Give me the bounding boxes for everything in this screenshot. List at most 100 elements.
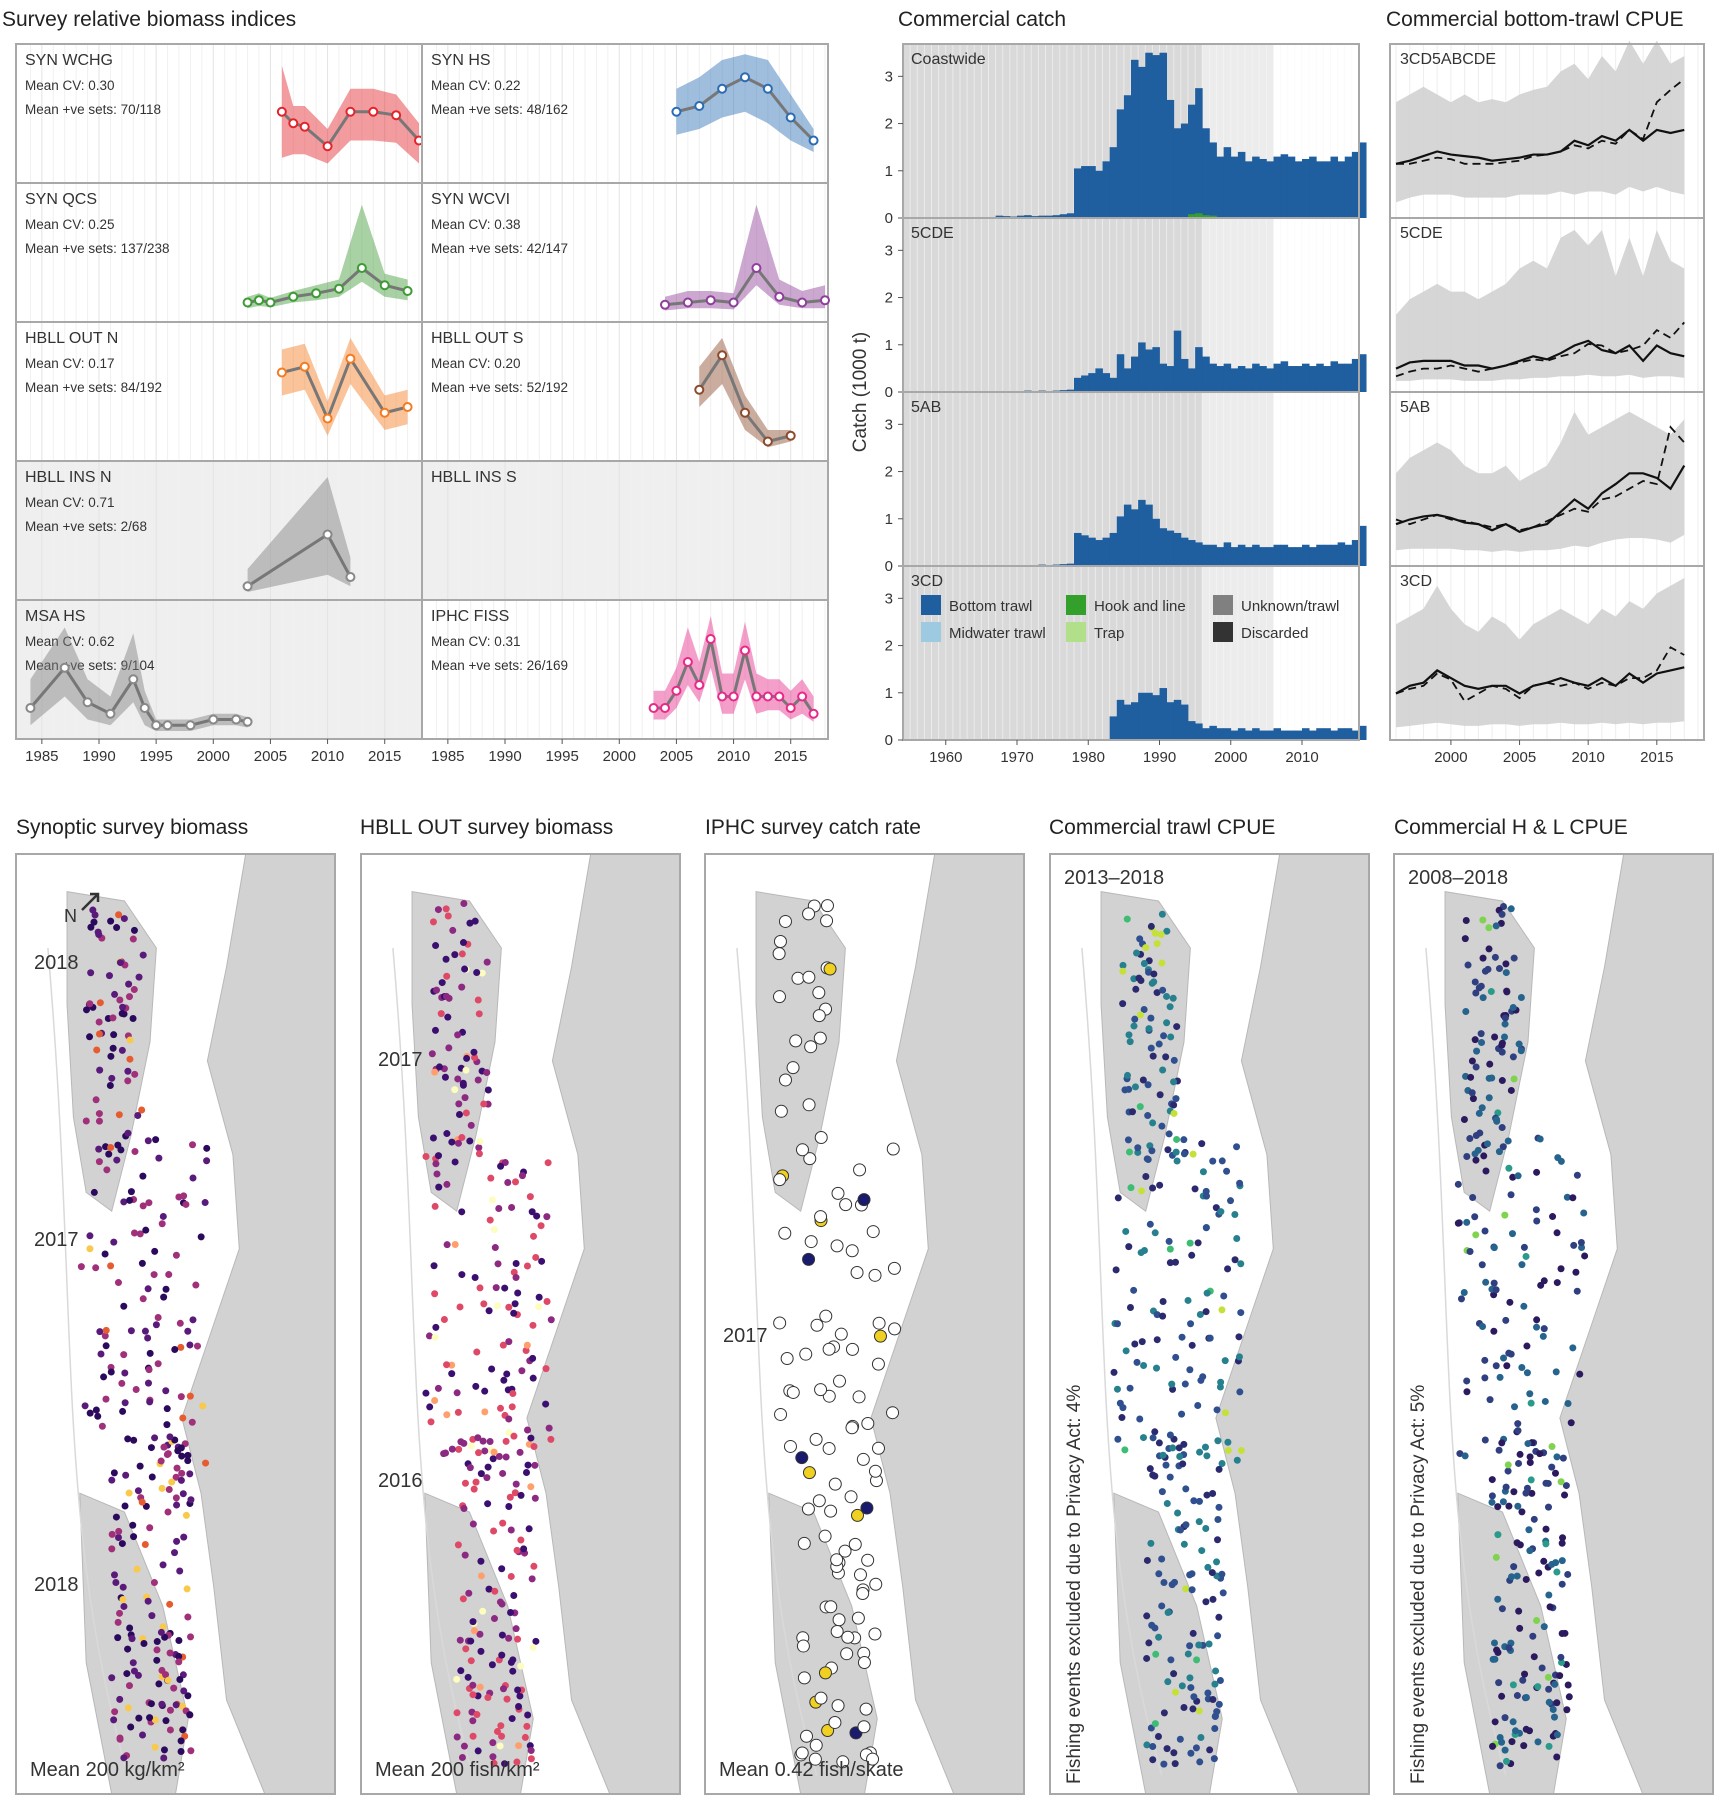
map-dot — [1572, 1268, 1580, 1276]
map-dot — [1149, 1052, 1157, 1060]
map-dot — [1196, 1758, 1204, 1766]
map-dot — [1526, 1547, 1534, 1555]
map-dot — [486, 1689, 494, 1697]
index-point — [128, 674, 139, 685]
map-dot — [1203, 1452, 1211, 1460]
cpue-panel-frame — [1389, 565, 1705, 741]
bar-bottom-trawl — [1359, 725, 1367, 740]
map-dot — [98, 1029, 106, 1037]
bar-bottom-trawl — [1109, 377, 1118, 392]
bar-bottom-trawl — [1323, 161, 1331, 218]
map-dot — [1144, 1156, 1152, 1164]
map-panel-4 — [1049, 853, 1370, 1795]
map-dot — [1472, 1132, 1480, 1140]
map-dot — [488, 1196, 496, 1204]
map-dot — [139, 1295, 147, 1303]
map-dot — [772, 990, 786, 1004]
survey-cv: Mean CV: 0.71 — [25, 495, 115, 510]
map-dot — [1473, 1047, 1481, 1055]
survey-sets: Mean +ve sets: 42/147 — [431, 241, 568, 256]
map-dot — [802, 1252, 816, 1266]
bar-bottom-trawl — [1066, 563, 1075, 566]
map-dot — [1497, 919, 1505, 927]
map-dot — [1202, 1187, 1210, 1195]
x-tick-label: 2000 — [1214, 749, 1247, 766]
index-point — [762, 83, 773, 94]
index-point — [208, 714, 219, 725]
map-dot — [173, 1537, 181, 1545]
map-dot — [488, 1661, 496, 1669]
bar-bottom-trawl — [1195, 88, 1203, 218]
map-dot — [1475, 984, 1483, 992]
map-dot — [433, 1170, 441, 1178]
bar-bottom-trawl — [1152, 55, 1160, 219]
map-dot — [460, 1505, 468, 1513]
map-dot — [473, 1348, 481, 1356]
map-dot — [182, 1200, 190, 1208]
map-dot — [1549, 1213, 1557, 1221]
map-dot — [125, 1682, 133, 1690]
bar-bottom-trawl — [1309, 156, 1317, 218]
map-dot — [89, 1003, 97, 1011]
bar-bottom-trawl — [1152, 347, 1160, 392]
map-dot — [1180, 1704, 1188, 1712]
map-dot — [470, 1485, 478, 1493]
map-dot — [510, 1309, 518, 1317]
map-dot — [1561, 1629, 1569, 1637]
bar-bottom-trawl — [1081, 166, 1089, 218]
index-point — [694, 101, 705, 111]
map-dot — [517, 1536, 525, 1544]
x-tick-label: 2000 — [1434, 749, 1467, 766]
map-dot — [1553, 1279, 1561, 1287]
map-dot — [172, 1473, 180, 1481]
map-dot — [98, 1422, 106, 1430]
map-dot — [1482, 1167, 1490, 1175]
map-dot — [125, 1489, 133, 1497]
survey-name: SYN HS — [431, 52, 491, 69]
map-dot — [477, 1557, 485, 1565]
map-dot — [154, 1360, 162, 1368]
map-dot — [500, 1376, 508, 1384]
map-dot — [475, 1449, 483, 1457]
map-dot — [1160, 1709, 1168, 1717]
map-dot — [1532, 1447, 1540, 1455]
map-dot — [122, 1471, 130, 1479]
map-dot — [1236, 1179, 1244, 1187]
map-dot — [443, 1130, 451, 1138]
map-dot — [1147, 1044, 1155, 1052]
map-dot — [1218, 1306, 1226, 1314]
catch-panel-frame — [902, 565, 1360, 741]
map-dot — [177, 1737, 185, 1745]
index-point — [299, 121, 310, 132]
map-dot — [509, 1390, 517, 1398]
bar-bottom-trawl — [1223, 542, 1232, 566]
map-dot — [1562, 1482, 1570, 1490]
map-dot — [464, 940, 472, 948]
map-dot — [1123, 1075, 1131, 1083]
x-tick-label: 2000 — [603, 748, 636, 765]
map-dot — [1175, 1462, 1183, 1470]
map-dot — [1178, 1682, 1186, 1690]
map-dot — [125, 993, 133, 1001]
map-dot — [518, 1172, 526, 1180]
map-dot — [148, 1612, 156, 1620]
bar-bottom-trawl — [1351, 151, 1360, 218]
map-dot — [1159, 1451, 1167, 1459]
bar-bottom-trawl — [1131, 702, 1139, 740]
map-dot — [502, 1453, 510, 1461]
map-dot — [1130, 1022, 1138, 1030]
map-dot — [453, 1709, 461, 1717]
map-dot — [852, 1390, 866, 1404]
map-dot — [1507, 905, 1515, 913]
map-dot — [101, 1332, 109, 1340]
map-dot — [1493, 1646, 1501, 1654]
map-dot — [1159, 1312, 1167, 1320]
map-dot — [535, 1293, 543, 1301]
survey-cv: Mean CV: 0.25 — [25, 217, 115, 232]
map-dot — [1133, 949, 1141, 957]
map-dot — [456, 1303, 464, 1311]
map-dot — [124, 1067, 132, 1075]
map-dot — [1199, 1373, 1207, 1381]
map-dot — [1136, 1011, 1144, 1019]
map-dot — [1526, 1459, 1534, 1467]
